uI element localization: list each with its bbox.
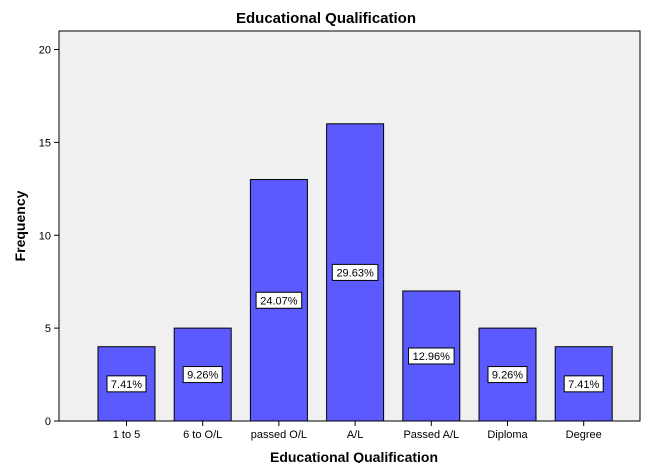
x-tick-label: A/L [347, 429, 364, 441]
data-label-box [106, 375, 147, 393]
data-label-box [182, 366, 223, 384]
data-label: 9.26% [187, 370, 218, 382]
x-tick-label: passed O/L [251, 429, 307, 441]
data-label: 7.41% [111, 379, 142, 391]
x-tick-label: 6 to O/L [183, 429, 222, 441]
data-label-box [487, 366, 528, 384]
y-tick-label: 10 [39, 230, 51, 242]
data-label-box [331, 263, 379, 281]
data-labels: 7.41% 9.26% 24.07% 29.63% 12.96% 9.26% 7.41% [106, 263, 604, 393]
y-tick-label: 0 [45, 416, 51, 428]
x-axis-title: Educational Qualification [270, 449, 438, 463]
data-label: 29.63% [336, 267, 374, 279]
data-label-box [563, 375, 604, 393]
y-tick-label: 5 [45, 323, 51, 335]
y-axis: 0 5 10 15 20 [39, 45, 59, 428]
data-label: 12.96% [413, 351, 451, 363]
x-tick-label: Degree [566, 429, 602, 441]
y-tick-label: 20 [39, 45, 51, 57]
data-label: 9.26% [492, 370, 523, 382]
x-tick-label: Passed A/L [403, 429, 459, 441]
data-label: 24.07% [260, 295, 298, 307]
y-tick-label: 15 [39, 137, 51, 149]
x-tick-label: Diploma [487, 429, 528, 441]
data-label: 7.41% [568, 379, 599, 391]
chart-title: Educational Qualification [236, 10, 416, 27]
data-label-box [408, 347, 455, 365]
data-label-box [255, 291, 303, 309]
y-axis-title: Frequency [12, 190, 28, 261]
x-axis: 1 to 5 6 to O/L passed O/L A/L Passed A/L Dip… [113, 421, 602, 441]
x-tick-label: 1 to 5 [113, 429, 141, 441]
